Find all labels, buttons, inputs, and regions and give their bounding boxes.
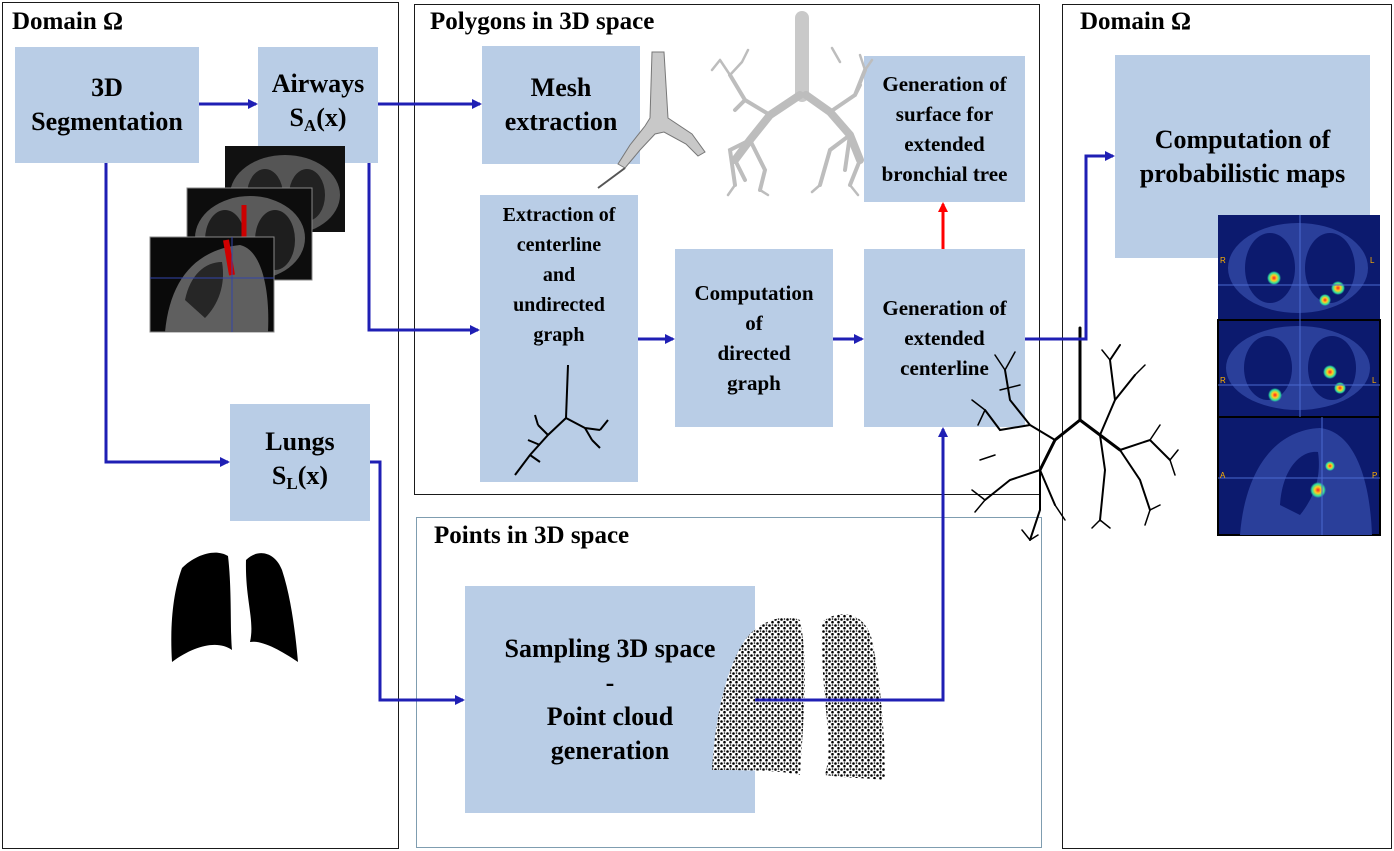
segmentation-box: 3D Segmentation — [15, 47, 199, 163]
domain-left-title: Domain Ω — [12, 8, 123, 35]
points-title: Points in 3D space — [434, 522, 630, 549]
centerline-extraction-box: Extraction of centerline and undirected grap… — [480, 195, 638, 482]
domain-right-title: Domain Ω — [1080, 8, 1191, 35]
surface-generation-box: Generation of surface for extended bronchia… — [864, 56, 1025, 202]
probabilistic-maps-box: Computation of probabilistic maps — [1115, 55, 1370, 258]
airways-box: Airways SA(x) — [258, 47, 378, 163]
directed-graph-box: Computation of directed graph — [675, 249, 833, 427]
lungs-box: Lungs SL(x) — [230, 404, 370, 521]
sampling-box: Sampling 3D space - Point cloud generation — [465, 586, 755, 813]
extended-centerline-box: Generation of extended centerline — [864, 249, 1025, 427]
mesh-extraction-box: Mesh extraction — [482, 46, 640, 164]
polygons-title: Polygons in 3D space — [430, 8, 655, 35]
